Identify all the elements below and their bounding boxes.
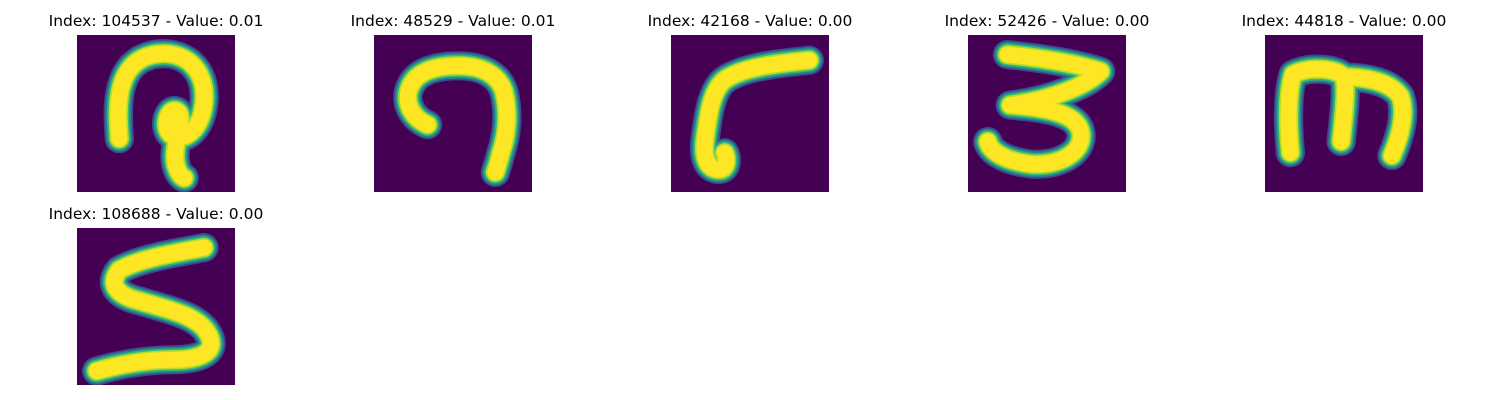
digit-image: [374, 35, 532, 192]
digit-stroke-core: [110, 45, 212, 186]
digit-image: [77, 228, 235, 385]
panel-title: Index: 104537 - Value: 0.01: [48, 12, 264, 30]
digit-image: [1265, 35, 1423, 192]
panel-title: Index: 108688 - Value: 0.00: [48, 205, 264, 223]
digit-stroke-core: [696, 52, 818, 178]
panel-title: Index: 44818 - Value: 0.00: [1241, 12, 1447, 30]
digit-image: [968, 35, 1126, 192]
digit-image: [671, 35, 829, 192]
digit-stroke-core: [88, 239, 219, 379]
panel-title: Index: 42168 - Value: 0.00: [647, 12, 853, 30]
digit-stroke-core: [979, 46, 1109, 173]
digit-image: [77, 35, 235, 192]
digit-stroke-core: [399, 57, 515, 181]
digit-stroke-core: [1280, 61, 1411, 164]
panel-title: Index: 52426 - Value: 0.00: [944, 12, 1150, 30]
panel-title: Index: 48529 - Value: 0.01: [350, 12, 556, 30]
